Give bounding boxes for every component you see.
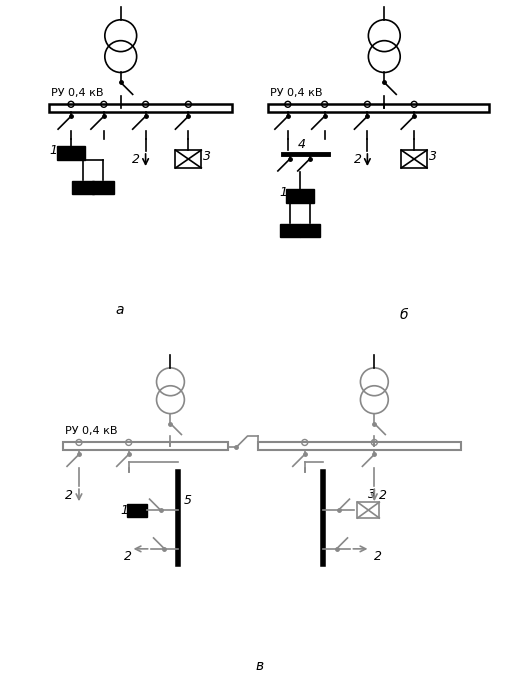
Bar (401, 150, 427, 168)
Text: 2: 2 (124, 550, 132, 563)
Text: 2: 2 (379, 488, 387, 501)
Bar (63, 442, 228, 451)
Bar (49, 104, 232, 113)
Text: 2: 2 (374, 550, 382, 563)
Text: 2: 2 (132, 152, 139, 165)
Text: РУ 0,4 кВ: РУ 0,4 кВ (65, 427, 118, 436)
Text: 3: 3 (203, 150, 211, 163)
Text: 2: 2 (353, 152, 361, 165)
Text: 3: 3 (429, 150, 437, 163)
Text: б: б (399, 308, 408, 322)
Text: 2: 2 (65, 488, 73, 501)
Text: 1: 1 (49, 143, 57, 156)
Text: 3: 3 (369, 488, 376, 501)
Text: а: а (116, 303, 124, 317)
Bar (176, 150, 201, 168)
Bar (258, 442, 461, 451)
Bar (280, 224, 300, 237)
Bar (300, 224, 320, 237)
Bar (57, 146, 85, 160)
Bar (286, 189, 314, 203)
Text: 1: 1 (280, 187, 288, 200)
Bar (357, 502, 379, 518)
Text: в: в (255, 659, 263, 673)
Bar (72, 181, 94, 194)
Text: 5: 5 (183, 494, 191, 507)
Bar (92, 181, 114, 194)
Text: РУ 0,4 кВ: РУ 0,4 кВ (51, 88, 104, 98)
Text: 1: 1 (121, 504, 129, 517)
Text: 4: 4 (298, 138, 306, 151)
Text: РУ 0,4 кВ: РУ 0,4 кВ (270, 88, 322, 98)
Bar (127, 504, 147, 517)
Bar (268, 104, 489, 113)
